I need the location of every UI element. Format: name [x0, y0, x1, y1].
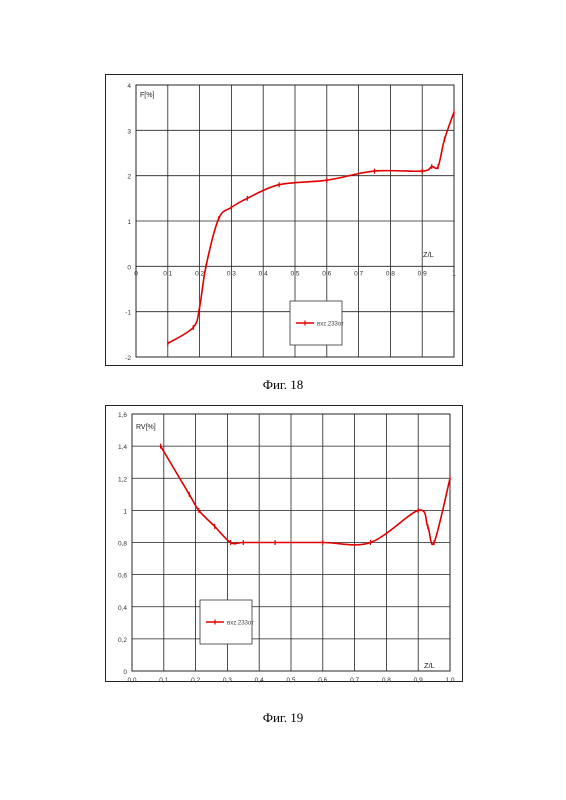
fig19-x-tick-label: 0,9: [414, 677, 423, 683]
fig19-legend-label: вхz.233от: [227, 621, 254, 627]
fig18-x-tick-label: 0.2: [195, 270, 204, 277]
fig19-x-tick-label: 0,1: [159, 677, 168, 683]
fig19-y-tick-label: 0,4: [118, 605, 127, 612]
fig19-y-tick-label: 0,6: [118, 573, 127, 580]
figure-19-caption: Фиг. 19: [262, 710, 304, 725]
fig19-x-tick-label: 0,6: [318, 677, 327, 683]
fig18-y-tick-label: 2: [127, 174, 131, 181]
figure-19-chart: 0 0,2 0,4 0,6 0,8 1 1,2 1,4 1,6 0,0 0,1 0,2 0,3 0,4 0,…: [105, 405, 463, 683]
fig19-y-tick-label: 0,8: [118, 541, 127, 548]
fig19-y-axis-label: RV[%]: [136, 424, 156, 431]
fig19-x-tick-label: 1,0: [445, 677, 454, 683]
fig18-x-tick-label: 0.5: [290, 270, 299, 277]
fig19-x-tick-label: 0,2: [191, 677, 200, 683]
fig18-y-tick-label: -2: [125, 355, 131, 362]
fig18-y-tick-label: 3: [127, 128, 131, 135]
figure-19-svg: 0 0,2 0,4 0,6 0,8 1 1,2 1,4 1,6 0,0 0,1 0,2 0,3 0,4 0,…: [118, 412, 455, 683]
fig19-y-tick-label: 1: [123, 508, 127, 515]
fig18-y-tick-label: 1: [127, 219, 131, 226]
fig18-y-tick-label: 0: [127, 264, 131, 271]
figure-18-caption: Фиг. 18: [262, 377, 304, 392]
fig18-x-tick-label: 1: [452, 270, 456, 277]
fig18-x-tick-label: 0.6: [322, 270, 331, 277]
fig19-x-axis-label: Z/L: [424, 661, 435, 670]
fig18-x-tick-label: 0.9: [418, 270, 427, 277]
fig18-x-axis-label: Z/L: [423, 250, 434, 259]
fig18-y-axis-label: F[%]: [140, 92, 154, 99]
fig19-y-tick-label: 1,6: [118, 412, 127, 419]
fig19-x-tick-label: 0,3: [223, 677, 232, 683]
fig18-x-tick-label: 0.4: [259, 270, 268, 277]
fig18-x-tick-label: 0.1: [163, 270, 172, 277]
fig18-x-tick-label: 0.8: [386, 270, 395, 277]
fig18-y-tick-label: -1: [125, 310, 131, 317]
fig19-x-tick-label: 0,7: [350, 677, 359, 683]
fig19-y-tick-label: 0: [123, 669, 127, 676]
fig19-y-tick-label: 1,4: [118, 444, 127, 451]
figure-18-svg: -2 -1 0 1 2 3 4 0 0.1 0.2 0.3 0.4 0.5 0.6 0.7 0.8 0.9 1 F[…: [125, 83, 456, 362]
fig18-x-tick-label: 0.7: [354, 270, 363, 277]
fig18-x-tick-label: 0.3: [227, 270, 236, 277]
fig18-legend-label: вхz.233от: [317, 322, 344, 328]
fig19-y-tick-label: 1,2: [118, 476, 127, 483]
fig19-x-tick-label: 0,8: [382, 677, 391, 683]
fig18-x-tick-label: 0: [134, 270, 138, 277]
fig19-x-tick-label: 0,4: [255, 677, 264, 683]
figure-18-chart: -2 -1 0 1 2 3 4 0 0.1 0.2 0.3 0.4 0.5 0.6 0.7 0.8 0.9 1 F[…: [105, 74, 463, 366]
fig19-x-tick-label: 0,5: [286, 677, 295, 683]
fig18-y-tick-label: 4: [127, 83, 131, 90]
fig19-x-tick-label: 0,0: [127, 677, 136, 683]
fig19-y-tick-label: 0,2: [118, 637, 127, 644]
